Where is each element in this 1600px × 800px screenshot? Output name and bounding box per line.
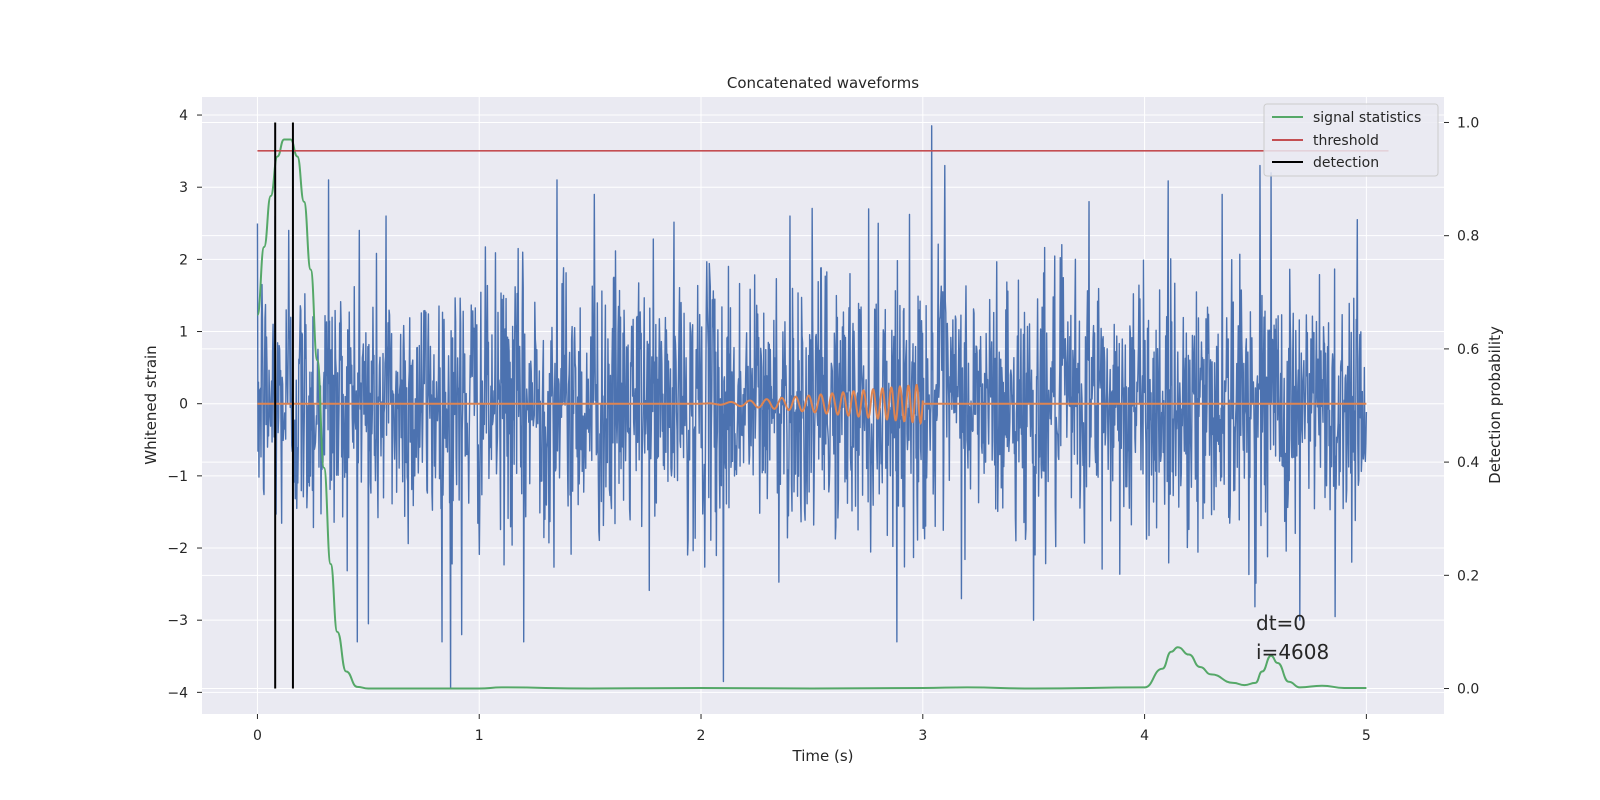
annotation: dt=0 i=4608 bbox=[1256, 611, 1329, 664]
y2-tick-label: 0.6 bbox=[1457, 342, 1479, 358]
chart-title: Concatenated waveforms bbox=[727, 74, 919, 92]
x-tick-label: 5 bbox=[1362, 728, 1371, 744]
y2-tick-label: 1.0 bbox=[1457, 115, 1479, 131]
legend-label-detection: detection bbox=[1313, 155, 1379, 171]
x-tick-label: 3 bbox=[918, 728, 927, 744]
signal-statistics-line bbox=[256, 138, 1367, 690]
x-tick-label: 2 bbox=[697, 728, 706, 744]
detection-series bbox=[274, 122, 294, 689]
template-series bbox=[257, 383, 1367, 426]
x-axis: 0 1 2 3 4 5 bbox=[253, 714, 1371, 744]
y-tick-label: 1 bbox=[179, 325, 188, 341]
y2-tick-label: 0.8 bbox=[1457, 229, 1479, 245]
y2-tick-label: 0.0 bbox=[1457, 682, 1479, 698]
y2-axis-label: Detection probability bbox=[1486, 326, 1504, 484]
x-tick-label: 4 bbox=[1140, 728, 1149, 744]
strain-line bbox=[256, 125, 1368, 690]
y-tick-label: 2 bbox=[179, 252, 188, 268]
legend-label-threshold: threshold bbox=[1313, 133, 1379, 149]
legend-box bbox=[1263, 103, 1439, 177]
y-tick-label: 0 bbox=[179, 397, 188, 413]
left-axis: 4 3 2 1 0 −1 −2 −3 −4 bbox=[167, 108, 202, 701]
x-axis-label: Time (s) bbox=[792, 747, 854, 765]
signal-statistics-series bbox=[256, 138, 1367, 690]
legend-label-signal-statistics: signal statistics bbox=[1313, 110, 1421, 126]
x-tick-label: 0 bbox=[253, 728, 262, 744]
x-tick-label: 1 bbox=[475, 728, 484, 744]
y-tick-label: 4 bbox=[179, 108, 188, 124]
legend: signal statistics threshold detection bbox=[1263, 103, 1439, 177]
y2-tick-label: 0.4 bbox=[1457, 455, 1479, 471]
y-tick-label: −3 bbox=[167, 613, 188, 629]
y-axis-label: Whitened strain bbox=[142, 345, 160, 464]
y-tick-label: 3 bbox=[179, 180, 188, 196]
annotation-index: i=4608 bbox=[1256, 640, 1329, 664]
annotation-dt: dt=0 bbox=[1256, 611, 1306, 635]
y-tick-label: −1 bbox=[167, 469, 188, 485]
template-line bbox=[257, 383, 1367, 426]
strain-series bbox=[256, 125, 1368, 690]
y-tick-label: −4 bbox=[167, 685, 188, 701]
y-tick-label: −2 bbox=[167, 541, 188, 557]
right-axis: 1.0 0.8 0.6 0.4 0.2 0.0 bbox=[1444, 115, 1479, 698]
y2-tick-label: 0.2 bbox=[1457, 568, 1479, 584]
